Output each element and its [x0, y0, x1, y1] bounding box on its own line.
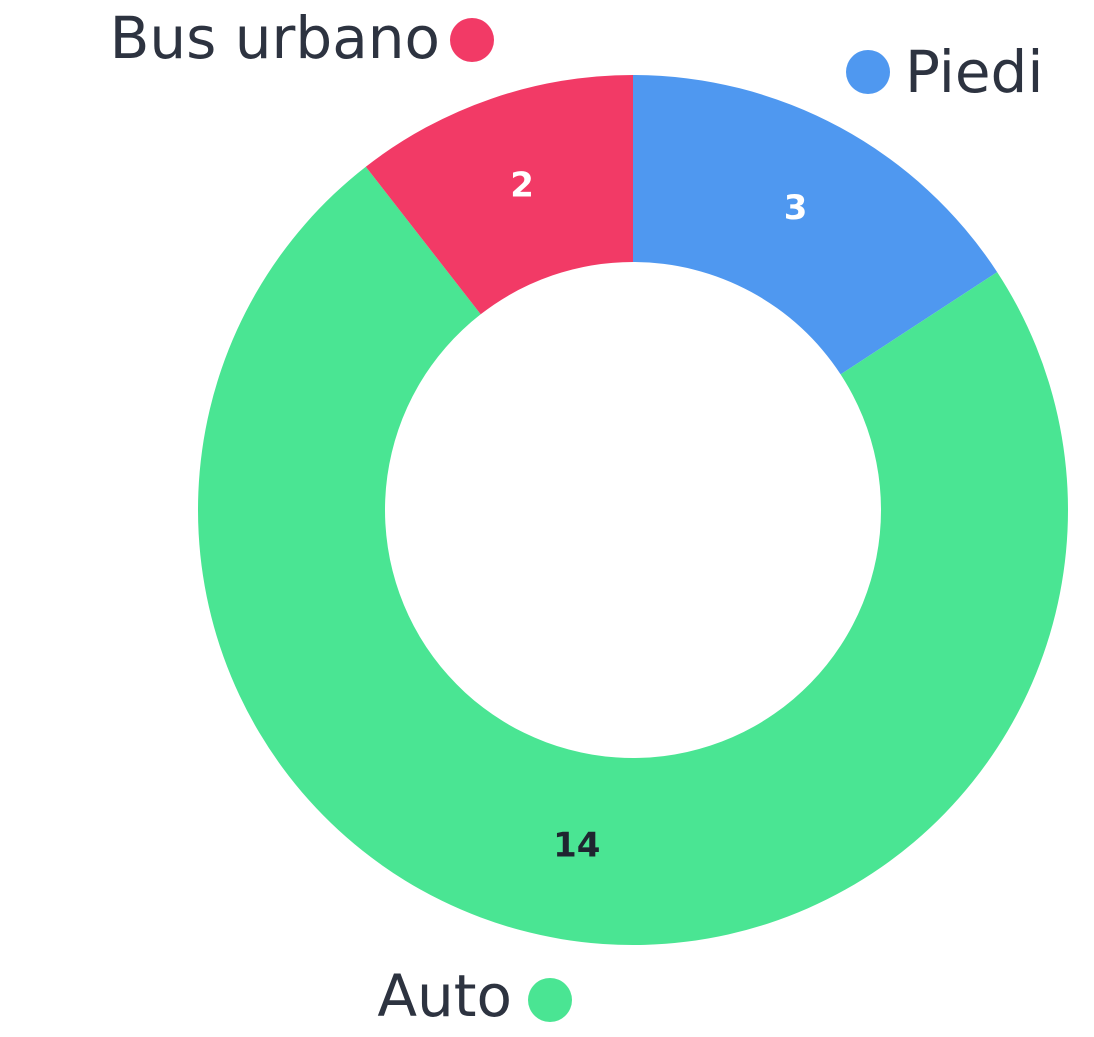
category-label: Piedi: [905, 38, 1043, 106]
category-label: Bus urbano: [110, 4, 440, 72]
data-label: 14: [553, 825, 600, 865]
donut-slice: [365, 75, 633, 315]
donut-slice: [633, 75, 998, 375]
category-label: Auto: [377, 962, 512, 1030]
donut-slice: [197, 166, 1068, 945]
legend-dot: [450, 18, 494, 62]
legend-dot: [846, 50, 890, 94]
data-label: 3: [784, 188, 808, 228]
data-label: 2: [510, 166, 534, 206]
legend-dot: [528, 978, 572, 1022]
